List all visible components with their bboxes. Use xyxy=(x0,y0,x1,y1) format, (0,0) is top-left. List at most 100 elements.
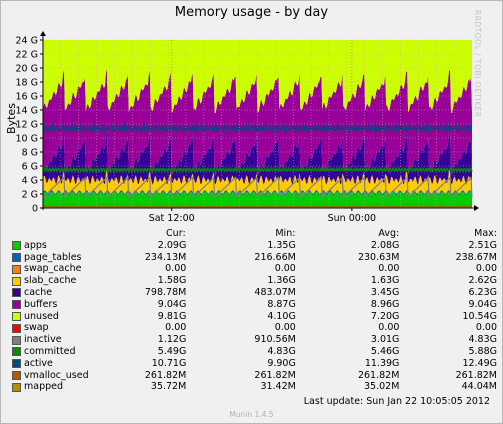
line-committed xyxy=(42,165,473,174)
legend-swatch xyxy=(12,311,21,321)
y-tick-label: 18 G xyxy=(16,78,38,89)
legend-swatch xyxy=(12,252,21,262)
y-tick-label: 0 xyxy=(32,204,38,215)
legend-swatch xyxy=(12,347,21,357)
legend-min: 483.07M xyxy=(254,286,296,298)
legend-row-unused: unused 9.81G 4.10G 7.20G 10.54G xyxy=(12,311,497,323)
legend-cur: 9.81G xyxy=(157,310,187,322)
legend-name: swap_cache xyxy=(24,263,82,275)
legend-min: 1.35G xyxy=(267,239,296,251)
header-avg: Avg: xyxy=(378,228,400,239)
legend-max: 10.54G xyxy=(462,310,497,322)
y-tick-label: 16 G xyxy=(16,92,38,103)
legend-cur: 2.09G xyxy=(157,239,187,251)
y-tick-label: 4 G xyxy=(22,176,38,187)
legend-row-slab-cache: slab_cache 1.58G 1.36G 1.63G 2.62G xyxy=(12,275,497,287)
x-axis-arrow xyxy=(474,205,479,211)
legend-table: Cur: Min: Avg: Max: apps 2.09G 1.35G 2.08G 2… xyxy=(12,228,497,393)
legend-cur: 798.78M xyxy=(144,286,187,298)
legend-max: 44.04M xyxy=(461,381,497,393)
x-tick-label: Sat 12:00 xyxy=(149,213,195,224)
y-axis-arrow xyxy=(40,31,46,36)
legend-max: 0.00 xyxy=(475,322,497,334)
legend-cur: 1.12G xyxy=(157,334,187,346)
legend-max: 2.62G xyxy=(468,275,497,287)
legend-avg: 3.01G xyxy=(370,334,400,346)
y-tick-label: 8 G xyxy=(22,148,38,159)
legend-row-page-tables: page_tables 234.13M 216.66M 230.63M 238.67M xyxy=(12,252,497,264)
legend-swatch xyxy=(12,370,21,380)
legend-max: 6.23G xyxy=(468,286,497,298)
legend-name: active xyxy=(24,357,53,369)
legend-rows: apps 2.09G 1.35G 2.08G 2.51G page_tables 234.1… xyxy=(12,240,497,393)
legend-row-swap-cache: swap_cache 0.00 0.00 0.00 0.00 xyxy=(12,263,497,275)
y-tick-label: 10 G xyxy=(16,134,38,145)
legend-swatch xyxy=(12,276,21,286)
legend-avg: 0.00 xyxy=(378,263,400,275)
legend-cur: 261.82M xyxy=(144,369,187,381)
line-active xyxy=(42,121,473,135)
legend-min: 4.83G xyxy=(267,345,296,357)
legend-max: 238.67M xyxy=(455,251,497,263)
legend-avg: 5.46G xyxy=(370,345,400,357)
legend-name: buffers xyxy=(24,298,58,310)
legend-min: 910.56M xyxy=(254,334,296,346)
header-cur: Cur: xyxy=(166,228,186,239)
header-max: Max: xyxy=(474,228,497,239)
legend-name: vmalloc_used xyxy=(24,369,89,381)
legend-swatch xyxy=(12,323,21,333)
header-min: Min: xyxy=(275,228,296,239)
legend-swatch xyxy=(12,288,21,298)
legend-avg: 11.39G xyxy=(364,357,400,369)
legend-min: 9.90G xyxy=(267,357,296,369)
legend-cur: 0.00 xyxy=(165,322,187,334)
legend-cur: 5.49G xyxy=(157,345,187,357)
legend-max: 0.00 xyxy=(475,263,497,275)
line-inactive xyxy=(42,176,473,199)
legend-name: mapped xyxy=(24,381,64,393)
legend-avg: 0.00 xyxy=(378,322,400,334)
y-tick-label: 6 G xyxy=(22,162,38,173)
y-tick-label: 20 G xyxy=(16,64,38,75)
legend-avg: 35.02M xyxy=(364,381,400,393)
legend-min: 8.87G xyxy=(267,298,296,310)
legend-name: cache xyxy=(24,286,53,298)
legend-cur: 10.71G xyxy=(151,357,187,369)
y-tick-label: 12 G xyxy=(16,120,38,131)
legend-cur: 35.72M xyxy=(150,381,187,393)
munin-version: Munin 1.4.5 xyxy=(229,410,274,419)
legend-max: 12.49G xyxy=(462,357,497,369)
legend-row-buffers: buffers 9.04G 8.87G 8.96G 9.04G xyxy=(12,299,497,311)
legend-row-vmalloc-used: vmalloc_used 261.82M 261.82M 261.82M 261.82M xyxy=(12,370,497,382)
legend-max: 9.04G xyxy=(468,298,497,310)
legend-header-row: Cur: Min: Avg: Max: xyxy=(12,228,497,240)
x-tick-label: Sun 00:00 xyxy=(328,213,376,224)
legend-max: 261.82M xyxy=(455,369,497,381)
legend-row-cache: cache 798.78M 483.07M 3.45G 6.23G xyxy=(12,287,497,299)
legend-cur: 234.13M xyxy=(144,251,187,263)
y-tick-label: 2 G xyxy=(22,190,38,201)
legend-row-swap: swap 0.00 0.00 0.00 0.00 xyxy=(12,322,497,334)
last-update: Last update: Sun Jan 22 10:05:05 2012 xyxy=(303,396,490,407)
legend-min: 1.36G xyxy=(267,275,296,287)
rrdtool-watermark: RRDTOOL / TOBI OETIKER xyxy=(473,10,482,118)
axes: 0 2 G 4 G 6 G 8 G 10 G 12 G 14 G 16 G 18 G 20 G 22 … xyxy=(16,31,479,224)
legend-avg: 261.82M xyxy=(357,369,400,381)
legend-swatch xyxy=(12,335,21,345)
legend-min: 261.82M xyxy=(254,369,296,381)
legend-min: 0.00 xyxy=(274,322,296,334)
legend-avg: 1.63G xyxy=(370,275,400,287)
y-tick-label: 24 G xyxy=(16,36,38,47)
legend-row-apps: apps 2.09G 1.35G 2.08G 2.51G xyxy=(12,240,497,252)
legend-name: slab_cache xyxy=(24,275,77,287)
legend-cur: 1.58G xyxy=(157,275,187,287)
legend-avg: 7.20G xyxy=(370,310,400,322)
legend-max: 4.83G xyxy=(468,334,497,346)
y-tick-label: 14 G xyxy=(16,106,38,117)
legend-swatch xyxy=(12,382,21,392)
legend-name: unused xyxy=(24,310,59,322)
legend-swatch xyxy=(12,241,21,251)
legend-cur: 0.00 xyxy=(165,263,187,275)
legend-swatch xyxy=(12,359,21,369)
